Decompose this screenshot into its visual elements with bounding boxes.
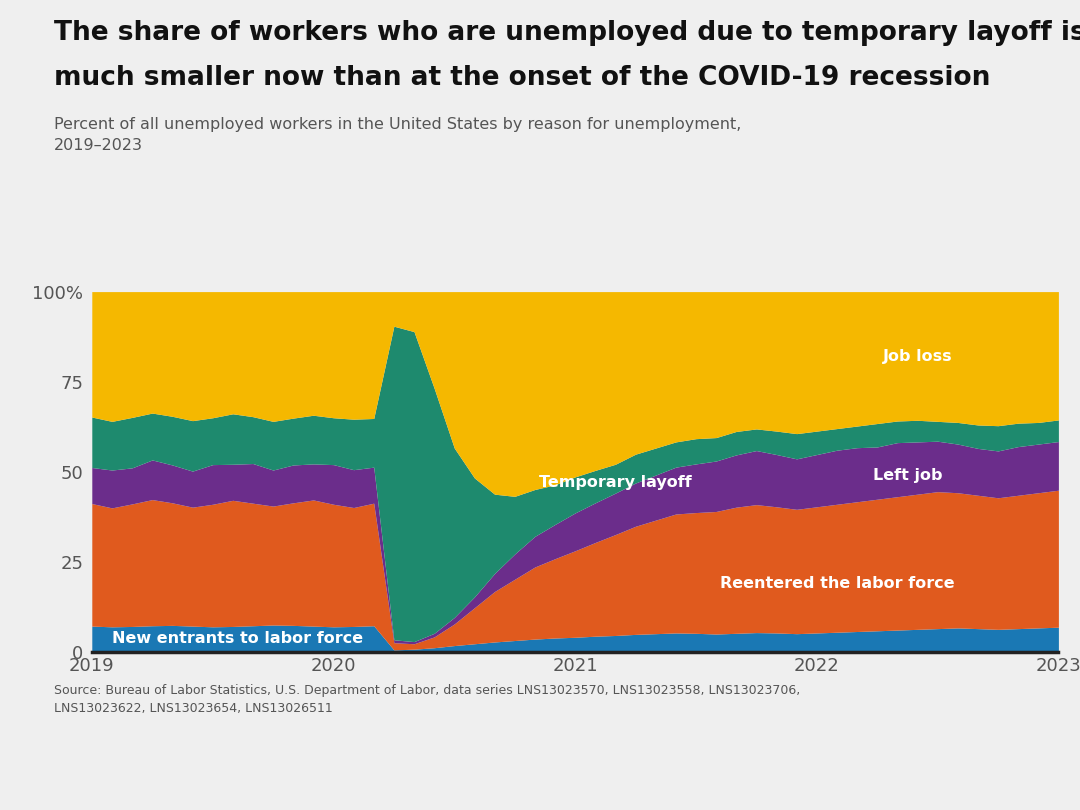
Text: Temporary layoff: Temporary layoff — [539, 475, 692, 490]
Text: Source: Bureau of Labor Statistics, U.S. Department of Labor, data series LNS130: Source: Bureau of Labor Statistics, U.S.… — [54, 684, 800, 715]
Text: much smaller now than at the onset of the COVID-19 recession: much smaller now than at the onset of th… — [54, 65, 990, 91]
Text: Reentered the labor force: Reentered the labor force — [719, 576, 955, 591]
Text: Left job: Left job — [873, 468, 942, 483]
Text: Job loss: Job loss — [882, 349, 953, 364]
Text: New entrants to labor force: New entrants to labor force — [112, 631, 363, 646]
Text: Percent of all unemployed workers in the United States by reason for unemploymen: Percent of all unemployed workers in the… — [54, 117, 741, 153]
Text: The share of workers who are unemployed due to temporary layoff is: The share of workers who are unemployed … — [54, 20, 1080, 46]
